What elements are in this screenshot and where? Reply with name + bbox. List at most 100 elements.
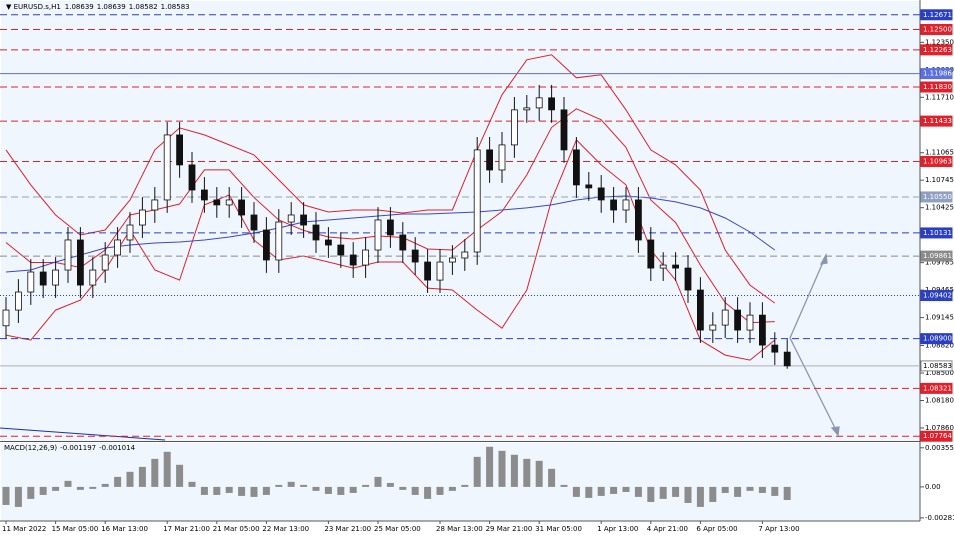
ohlc-value: 1.08583 — [161, 3, 190, 11]
macd-bar — [610, 486, 618, 494]
arrow-up — [789, 259, 825, 339]
candle-body — [362, 249, 370, 266]
macd-bar — [64, 480, 72, 487]
macd-bar — [324, 486, 332, 494]
y-tick-label: 1.10425 — [925, 204, 954, 212]
level-label: 1.11433 — [923, 117, 952, 125]
candle-body — [275, 221, 283, 261]
macd-bar — [572, 486, 580, 497]
macd-bar — [374, 476, 382, 487]
candle-body — [448, 257, 456, 263]
candle-body — [374, 219, 382, 251]
candle-body — [746, 314, 754, 331]
candle-body — [77, 239, 84, 286]
level-label-box — [920, 227, 953, 239]
macd-bar — [138, 466, 146, 487]
macd-bar — [275, 484, 283, 487]
candle-body — [659, 264, 667, 269]
candle-body — [225, 199, 233, 206]
candle-body — [312, 224, 320, 241]
y-tick-label: 1.08500 — [925, 369, 954, 377]
level-label: 1.11830 — [923, 83, 952, 91]
macd-bar — [696, 486, 704, 507]
macd-bar — [647, 486, 655, 502]
level-label-box — [920, 290, 953, 302]
candle-body — [523, 107, 531, 111]
x-tick-label: 16 Mar 13:00 — [101, 525, 148, 533]
candle-body — [2, 309, 10, 327]
candle-body — [114, 239, 121, 256]
level-label-box — [920, 382, 953, 394]
x-tick-label: 6 Apr 05:00 — [696, 525, 737, 533]
y-tick-label: -0.002814 — [925, 514, 954, 522]
x-tick-label: 15 Mar 05:00 — [52, 525, 99, 533]
candle-body — [585, 184, 593, 189]
price-pane — [1, 1, 920, 441]
candle-body — [126, 224, 134, 241]
level-label-box — [920, 44, 953, 56]
level-label: 1.08321 — [923, 384, 952, 392]
y-tick-label: 0.00 — [925, 483, 941, 491]
y-tick-label: 1.08180 — [925, 396, 954, 404]
macd-bar — [101, 483, 109, 487]
level-label: 1.09402 — [923, 292, 952, 300]
macd-bar — [2, 486, 10, 505]
y-tick-label: 0.0035551 — [925, 444, 954, 452]
candle-body — [573, 149, 580, 186]
ohlc-value: 1.08639 — [97, 3, 126, 11]
macd-bar — [634, 486, 642, 497]
macd-bar — [300, 484, 308, 487]
level-label: 1.12500 — [923, 25, 952, 33]
arrow-head — [819, 252, 828, 265]
arrow-head — [830, 426, 840, 437]
macd-bar — [337, 486, 345, 495]
macd-bar — [225, 486, 233, 493]
macd-bar — [386, 482, 394, 487]
macd-bar — [188, 481, 196, 487]
candle-body — [262, 229, 270, 261]
x-tick-label: 22 Mar 13:00 — [262, 525, 309, 533]
level-label-box — [920, 250, 953, 262]
candle-body — [349, 254, 357, 266]
macd-bar — [448, 486, 456, 491]
candle-body — [622, 199, 630, 211]
trend-line — [0, 427, 166, 441]
candle-body — [386, 219, 394, 236]
macd-bar — [27, 486, 35, 499]
candle-body — [424, 261, 432, 281]
macd-bar — [709, 486, 717, 502]
macd-reading: -0.001197 — [60, 444, 96, 452]
candle-body — [300, 214, 308, 226]
macd-bar — [126, 471, 134, 487]
macd-bar — [151, 458, 159, 487]
macd-bar — [213, 486, 221, 495]
macd-bar — [200, 486, 208, 495]
x-tick-label: 25 Mar 05:00 — [374, 525, 421, 533]
macd-bar — [89, 486, 97, 489]
x-tick-label: 1 Apr 13:00 — [597, 525, 638, 533]
candle-body — [486, 149, 494, 171]
macd-bar — [684, 486, 692, 503]
level-label: 1.08583 — [923, 362, 952, 370]
level-label: 1.12671 — [923, 11, 952, 19]
macd-bar — [262, 486, 270, 495]
level-label-box — [920, 360, 953, 372]
arrow-down — [789, 337, 837, 431]
macd-bar — [783, 486, 791, 500]
level-label-box — [920, 333, 953, 345]
level-label: 1.12263 — [923, 46, 952, 54]
candle-body — [510, 109, 518, 146]
y-tick-label: 1.07860 — [925, 424, 954, 432]
x-tick-label: 31 Mar 05:00 — [535, 525, 582, 533]
candle-body — [610, 199, 617, 211]
macd-bar — [52, 486, 60, 491]
macd-bar — [39, 486, 47, 495]
macd-bar — [399, 486, 407, 490]
symbol: EURUSD.s,H1 — [14, 3, 61, 11]
macd-bar — [585, 486, 593, 498]
macd-bar — [411, 486, 419, 495]
candle-body — [635, 199, 642, 241]
candle-body — [473, 149, 481, 253]
candle-body — [287, 214, 295, 223]
